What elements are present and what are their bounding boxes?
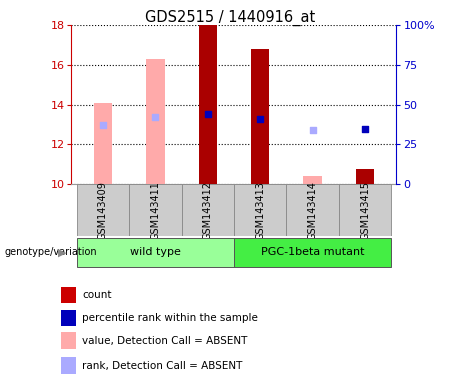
Point xyxy=(99,121,106,127)
Bar xyxy=(199,25,217,184)
Text: ▶: ▶ xyxy=(59,247,67,258)
Bar xyxy=(129,184,182,236)
Bar xyxy=(234,238,391,267)
Text: GDS2515 / 1440916_at: GDS2515 / 1440916_at xyxy=(145,10,316,26)
Bar xyxy=(77,184,129,236)
Text: value, Detection Call = ABSENT: value, Detection Call = ABSENT xyxy=(82,336,248,346)
Text: PGC-1beta mutant: PGC-1beta mutant xyxy=(261,247,364,258)
Point xyxy=(152,114,159,120)
Text: rank, Detection Call = ABSENT: rank, Detection Call = ABSENT xyxy=(82,361,242,371)
Text: GSM143411: GSM143411 xyxy=(150,181,160,240)
Text: count: count xyxy=(82,290,112,300)
Bar xyxy=(356,169,374,184)
Text: wild type: wild type xyxy=(130,247,181,258)
Text: genotype/variation: genotype/variation xyxy=(5,247,97,258)
Text: percentile rank within the sample: percentile rank within the sample xyxy=(82,313,258,323)
Bar xyxy=(251,49,269,184)
Bar xyxy=(339,184,391,236)
Bar xyxy=(77,238,234,267)
Bar xyxy=(61,310,77,326)
Bar xyxy=(61,358,77,374)
Point xyxy=(309,127,316,133)
Text: GSM143409: GSM143409 xyxy=(98,181,108,240)
Bar xyxy=(94,103,112,184)
Point xyxy=(204,111,212,117)
Bar xyxy=(146,59,165,184)
Point xyxy=(256,116,264,122)
Bar xyxy=(303,176,322,184)
Bar xyxy=(61,333,77,349)
Text: GSM143414: GSM143414 xyxy=(307,181,318,240)
Bar xyxy=(286,184,339,236)
Text: GSM143415: GSM143415 xyxy=(360,181,370,240)
Bar xyxy=(61,287,77,303)
Bar xyxy=(234,184,286,236)
Point xyxy=(361,126,369,132)
Text: GSM143412: GSM143412 xyxy=(203,181,213,240)
Text: GSM143413: GSM143413 xyxy=(255,181,265,240)
Bar xyxy=(182,184,234,236)
